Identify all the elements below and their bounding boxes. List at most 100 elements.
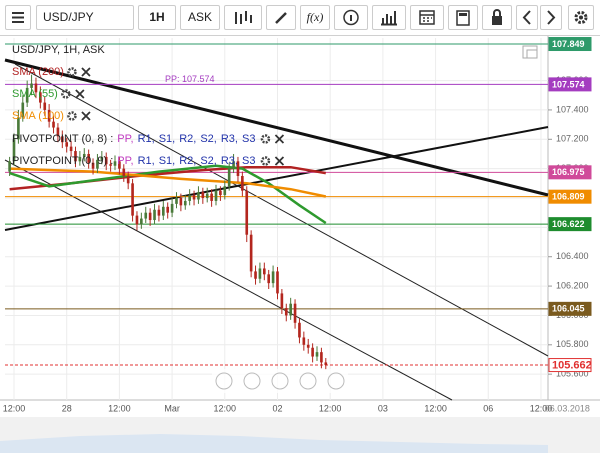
info-button[interactable] — [334, 5, 368, 30]
channel-line — [14, 63, 549, 357]
legend-entry: SMA (100) — [12, 110, 64, 122]
candle-body — [210, 193, 213, 201]
candle-body — [245, 190, 249, 235]
legend-entry: SMA (200) — [12, 66, 64, 78]
candle-body — [8, 161, 11, 172]
function-button[interactable]: f(x) — [300, 5, 330, 30]
gear-icon — [574, 11, 588, 24]
next-button[interactable] — [540, 5, 562, 30]
scroll-right-button[interactable] — [327, 372, 345, 390]
lock-button[interactable] — [482, 5, 512, 30]
candle-body — [43, 102, 47, 110]
x-tick-label: 03 — [378, 403, 388, 413]
candle-body — [232, 161, 235, 169]
calendar-button[interactable] — [410, 5, 444, 30]
settings-button[interactable] — [568, 5, 594, 30]
candle-body — [140, 218, 143, 225]
reset-button[interactable] — [271, 372, 289, 390]
pivot-item: S2, — [200, 155, 217, 167]
level-label: 107.574 — [552, 79, 585, 89]
draw-button[interactable] — [266, 5, 296, 30]
settings-icon[interactable] — [61, 89, 71, 99]
x-tick-label: 02 — [272, 403, 282, 413]
candle-body — [227, 168, 231, 187]
candle-body — [170, 203, 174, 213]
pivot-item: S3 — [242, 133, 255, 145]
level-label: 106.622 — [552, 219, 585, 229]
candle-body — [188, 195, 191, 201]
candle-body — [148, 212, 152, 221]
settings-icon[interactable] — [260, 156, 271, 166]
settings-icon[interactable] — [67, 111, 77, 121]
candle-body — [39, 92, 42, 103]
symbol: USD/JPY — [43, 10, 94, 24]
x-tick-label: 12:00 — [214, 403, 237, 413]
indicator-button[interactable] — [372, 5, 406, 30]
bars-icon — [381, 11, 397, 26]
symbol-select[interactable]: USD/JPY — [36, 5, 134, 30]
candle-body — [258, 268, 262, 279]
level-box — [548, 189, 592, 204]
candle-body — [311, 347, 314, 357]
x-tick-label: 06 — [483, 403, 493, 413]
candle-body — [52, 121, 55, 128]
candle-body — [280, 293, 284, 309]
zoom-in-button[interactable] — [299, 372, 317, 390]
candle-body — [100, 156, 104, 160]
zoom-out-button[interactable] — [243, 372, 261, 390]
settings-icon[interactable] — [260, 134, 271, 144]
x-tick-label: 28 — [62, 403, 72, 413]
candle-body — [249, 234, 253, 272]
x-tick-label: 12:00 — [424, 403, 447, 413]
level-box — [548, 37, 592, 52]
candles — [8, 74, 328, 370]
candle-body — [219, 190, 222, 196]
candle-body — [166, 206, 170, 213]
remove-icon[interactable] — [75, 89, 85, 99]
menu-icon — [12, 12, 24, 23]
settings-icon[interactable] — [67, 67, 77, 77]
navigator-area — [0, 434, 548, 453]
candle-body — [82, 153, 86, 157]
candle-body — [122, 168, 126, 176]
candle-body — [205, 193, 209, 199]
popout-button[interactable] — [522, 45, 538, 59]
legend: USD/JPY, 1H, ASK SMA (200) SMA (55) SMA (1… — [12, 44, 285, 167]
remove-icon[interactable] — [81, 67, 91, 77]
candle-body — [118, 161, 121, 169]
candle-body — [69, 146, 73, 152]
price-type-select[interactable]: ASK — [180, 5, 220, 30]
left-icon — [522, 10, 531, 25]
pivot-item: S1, — [159, 133, 176, 145]
chart-type-button[interactable] — [224, 5, 262, 30]
candle-body — [87, 153, 90, 163]
candle-body — [65, 142, 69, 147]
level-box — [548, 301, 592, 316]
level-label: 106.045 — [552, 304, 585, 314]
candle-body — [157, 209, 161, 216]
prev-button[interactable] — [516, 5, 538, 30]
period-select[interactable]: 1H — [138, 5, 176, 30]
candle-body — [254, 271, 257, 279]
calculator-button[interactable] — [448, 5, 478, 30]
pivot-item: R1, — [138, 133, 155, 145]
pivot-item: R1, — [138, 155, 155, 167]
y-tick-label: 106.200 — [556, 280, 589, 290]
remove-icon[interactable] — [274, 156, 285, 166]
x-tick-label: 06.03.2018 — [545, 403, 590, 413]
candle-body — [179, 198, 183, 206]
candle-body — [267, 274, 271, 284]
scroll-left-button[interactable] — [215, 372, 233, 390]
remove-icon[interactable] — [274, 134, 285, 144]
pivot-item: R3, — [221, 155, 238, 167]
candle-body — [56, 127, 60, 137]
candle-body — [201, 192, 205, 199]
toolbar: USD/JPY 1H ASK f(x) — [0, 0, 600, 36]
menu-button[interactable] — [5, 5, 31, 30]
candle-body — [161, 206, 165, 216]
level-box — [548, 358, 592, 373]
candle-body — [34, 83, 38, 93]
candle-body — [153, 209, 156, 221]
remove-icon[interactable] — [81, 111, 91, 121]
candle-body — [284, 308, 288, 316]
